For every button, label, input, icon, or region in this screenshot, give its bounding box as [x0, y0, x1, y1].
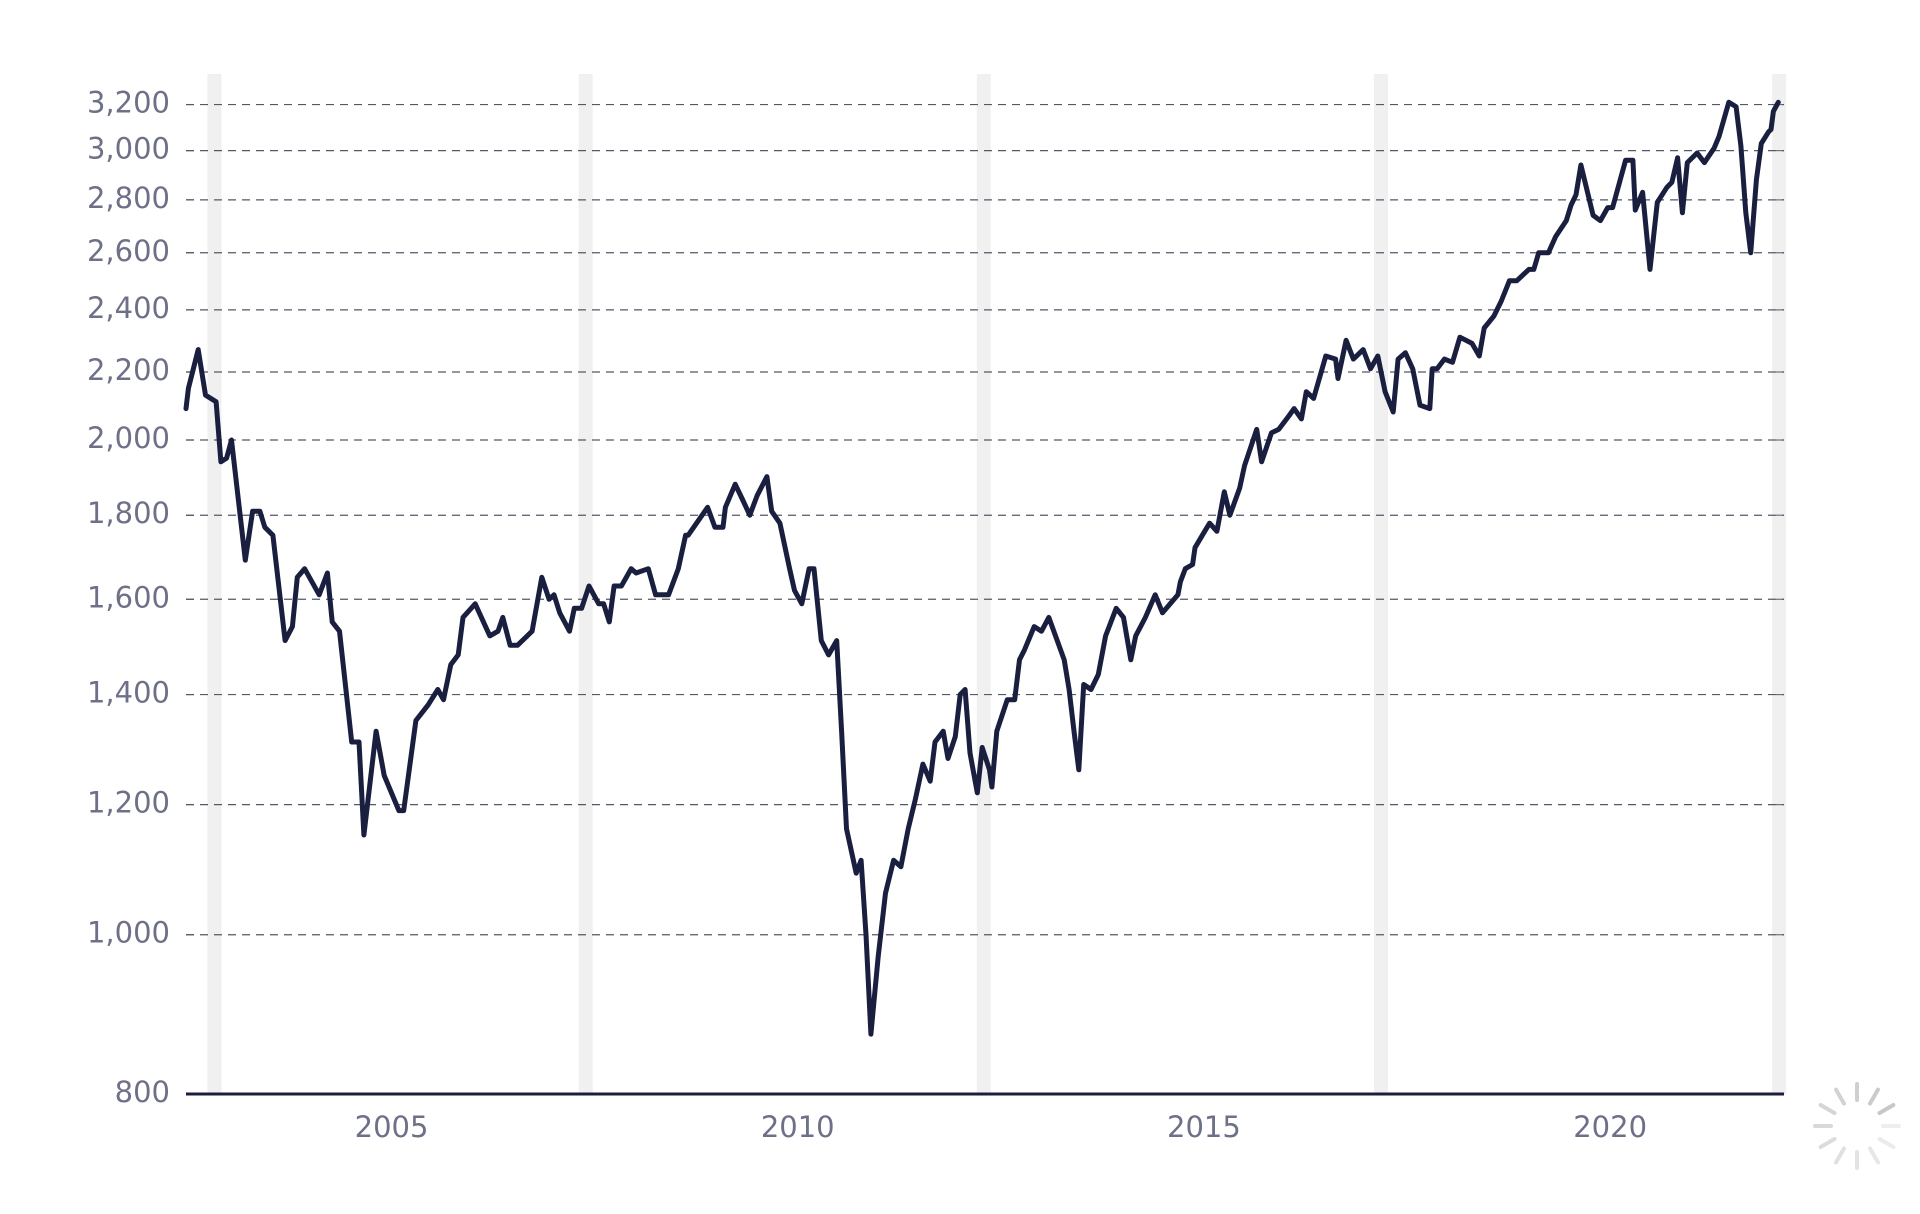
y-tick-label: 3,200	[87, 86, 170, 120]
spinner-tick	[1877, 1103, 1896, 1115]
shaded-band	[1772, 74, 1787, 1094]
y-tick-label: 1,600	[87, 580, 170, 614]
spinner-tick	[1868, 1087, 1880, 1106]
y-tick-label: 3,000	[87, 132, 170, 166]
y-tick-label: 2,800	[87, 181, 170, 215]
y-tick-label: 1,200	[87, 786, 170, 820]
spinner-tick	[1818, 1103, 1837, 1115]
y-tick-label: 1,000	[87, 916, 170, 950]
spinner-tick	[1818, 1137, 1837, 1149]
spinner-tick	[1834, 1087, 1846, 1106]
x-tick-label: 2020	[1573, 1110, 1647, 1144]
shaded-band	[207, 74, 222, 1094]
y-tick-label: 800	[115, 1075, 170, 1109]
x-tick-label: 2005	[355, 1110, 429, 1144]
x-tick-label: 2015	[1167, 1110, 1241, 1144]
spinner-tick	[1868, 1146, 1880, 1165]
shaded-band	[1374, 74, 1389, 1094]
shaded-band	[578, 74, 593, 1094]
spinner-tick	[1877, 1137, 1896, 1149]
y-tick-label: 1,400	[87, 676, 170, 710]
shaded-band	[976, 74, 991, 1094]
x-tick-label: 2010	[761, 1110, 835, 1144]
y-tick-label: 2,200	[87, 353, 170, 387]
price-line	[183, 99, 1781, 1037]
y-tick-label: 2,400	[87, 291, 170, 325]
y-tick-label: 2,600	[87, 234, 170, 268]
spinner-tick	[1834, 1146, 1846, 1165]
y-tick-label: 1,800	[87, 496, 170, 530]
y-tick-label: 2,000	[87, 421, 170, 455]
